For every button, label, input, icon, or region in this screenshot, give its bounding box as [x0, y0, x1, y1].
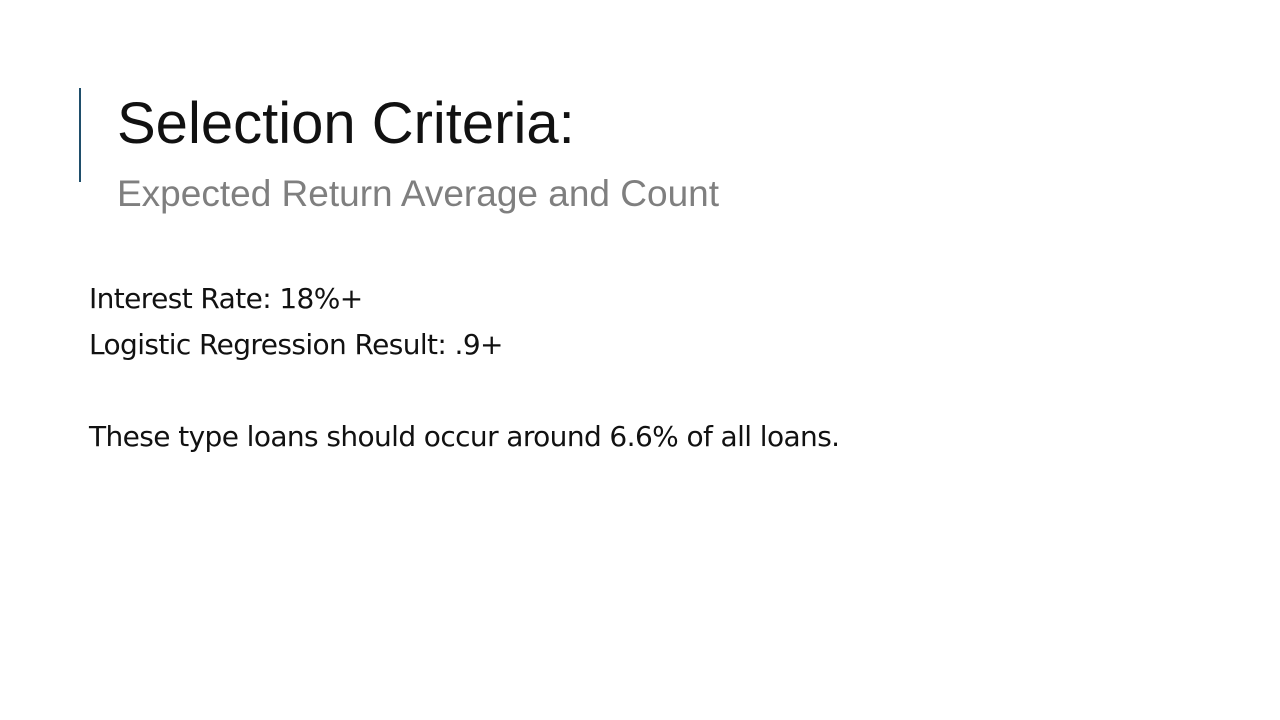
title-accent-bar [79, 88, 81, 182]
loan-frequency-note: These type loans should occur around 6.6… [89, 420, 840, 453]
slide-title: Selection Criteria: [117, 91, 575, 156]
paragraph-spacer [89, 369, 1209, 415]
slide-body: Interest Rate: 18%+ Logistic Regression … [89, 277, 1209, 461]
slide-subtitle: Expected Return Average and Count [117, 173, 720, 214]
logistic-regression-criterion: Logistic Regression Result: .9+ [89, 328, 504, 361]
interest-rate-criterion: Interest Rate: 18%+ [89, 282, 363, 315]
